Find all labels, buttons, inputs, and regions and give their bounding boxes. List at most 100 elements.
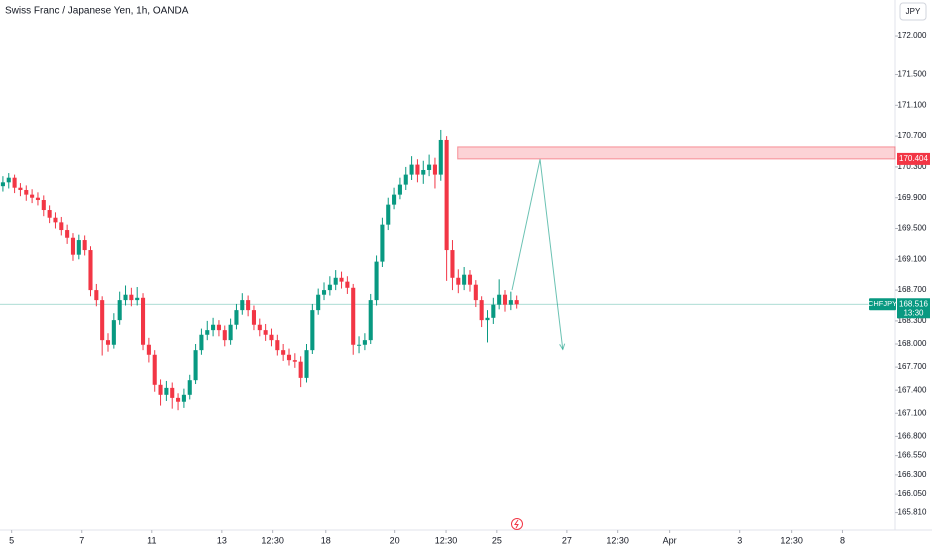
candle-body bbox=[316, 294, 321, 311]
currency[interactable]: JPY bbox=[906, 7, 921, 16]
y-tick-label: 170.700 bbox=[898, 131, 927, 140]
candle-body bbox=[105, 340, 111, 345]
candle-body bbox=[41, 200, 46, 211]
x-tick-label: 3 bbox=[737, 535, 742, 545]
candle-body bbox=[351, 287, 356, 345]
candle-body bbox=[100, 300, 105, 341]
candle-body bbox=[450, 250, 455, 278]
resistance-zone bbox=[457, 146, 896, 160]
candle-body bbox=[70, 237, 76, 255]
candle-body bbox=[508, 300, 513, 305]
candle-body bbox=[392, 194, 397, 205]
candle-body bbox=[216, 324, 221, 331]
candle-body bbox=[199, 334, 204, 351]
candle-body bbox=[310, 310, 315, 351]
candle-body bbox=[228, 324, 233, 341]
last-price-box bbox=[897, 298, 930, 319]
candle-body bbox=[397, 184, 402, 195]
y-tick-label: 166.800 bbox=[898, 431, 927, 440]
candle-body bbox=[456, 277, 461, 285]
x-tick-label: 11 bbox=[147, 535, 156, 545]
candle-body bbox=[473, 284, 478, 301]
candle-body bbox=[47, 210, 52, 218]
candle-body bbox=[275, 340, 280, 351]
candle-body bbox=[240, 300, 245, 311]
candle-body bbox=[497, 294, 502, 305]
candle-body bbox=[409, 164, 414, 175]
y-tick-label: 169.100 bbox=[898, 254, 927, 263]
zone-label-box bbox=[897, 152, 930, 165]
candle-body bbox=[444, 139, 449, 251]
x-tick-label: 8 bbox=[840, 535, 845, 545]
y-tick-label: 166.550 bbox=[898, 451, 927, 460]
candle-body bbox=[362, 340, 367, 345]
candle-body bbox=[205, 330, 210, 335]
y-tick-label: 169.900 bbox=[898, 193, 927, 202]
candle-body bbox=[176, 397, 181, 402]
x-tick-label: 27 bbox=[562, 535, 572, 545]
candle-body bbox=[514, 300, 519, 305]
candle-body bbox=[152, 354, 157, 385]
candle-body bbox=[339, 277, 344, 282]
candle-body bbox=[187, 380, 192, 395]
currency-box[interactable] bbox=[899, 2, 927, 21]
candle-body bbox=[135, 297, 140, 301]
chart-title: Swiss Franc / Japanese Yen, 1h, OANDA bbox=[5, 6, 189, 17]
candle-body bbox=[117, 300, 122, 321]
candle-body bbox=[327, 284, 332, 291]
candle-body bbox=[368, 300, 373, 341]
candle-body bbox=[234, 310, 239, 325]
y-tick-label: 172.000 bbox=[898, 31, 927, 40]
x-tick-label: 13 bbox=[217, 535, 227, 545]
candle-body bbox=[123, 294, 128, 301]
candle-body bbox=[345, 281, 350, 288]
x-tick-label: 12:30 bbox=[606, 535, 629, 545]
y-tick-label: 168.000 bbox=[898, 339, 927, 348]
candle-body bbox=[35, 197, 40, 201]
candle-body bbox=[333, 277, 338, 285]
projection-arrowhead bbox=[559, 343, 566, 351]
candle-body bbox=[53, 217, 58, 223]
candle-body bbox=[403, 174, 408, 185]
candle-body bbox=[88, 250, 93, 291]
candle-body bbox=[257, 324, 262, 331]
candle-body bbox=[357, 344, 362, 346]
projection-path bbox=[511, 159, 564, 350]
candle-body bbox=[415, 164, 420, 175]
candle-body bbox=[502, 294, 508, 305]
candle-body bbox=[438, 139, 443, 175]
candle-body bbox=[0, 182, 5, 187]
y-tick-label: 170.300 bbox=[898, 162, 927, 171]
candle-body bbox=[59, 222, 64, 231]
y-tick-label: 171.500 bbox=[898, 70, 927, 79]
symbol-label: CHFJPY bbox=[868, 299, 897, 308]
countdown-label: 13:30 bbox=[903, 308, 924, 317]
event-bolt bbox=[514, 519, 519, 529]
candle-body bbox=[467, 274, 473, 285]
candle-body bbox=[421, 169, 426, 175]
candle-body bbox=[380, 224, 385, 262]
candle-body bbox=[12, 177, 17, 188]
y-tick-label: 171.100 bbox=[898, 100, 927, 109]
candle-body bbox=[181, 394, 186, 402]
candle-body bbox=[129, 294, 134, 301]
candle-body bbox=[292, 360, 297, 362]
x-tick-label: 20 bbox=[390, 535, 400, 545]
candle-body bbox=[193, 350, 198, 381]
y-tick-label: 166.300 bbox=[898, 470, 927, 479]
y-tick-label: 167.400 bbox=[898, 385, 927, 394]
candle-body bbox=[164, 387, 169, 395]
x-tick-label: 25 bbox=[492, 535, 502, 545]
candle-body bbox=[491, 304, 496, 318]
symbol-box bbox=[869, 298, 896, 311]
candle-body bbox=[94, 290, 99, 301]
candle-body bbox=[24, 190, 29, 195]
candle-body bbox=[82, 240, 87, 251]
candle-body bbox=[246, 300, 251, 311]
candle-body bbox=[298, 361, 303, 378]
candle-body bbox=[462, 274, 467, 285]
x-tick-label: 12:30 bbox=[261, 535, 284, 545]
y-tick-label: 167.100 bbox=[898, 408, 927, 417]
candle-body bbox=[485, 317, 490, 321]
